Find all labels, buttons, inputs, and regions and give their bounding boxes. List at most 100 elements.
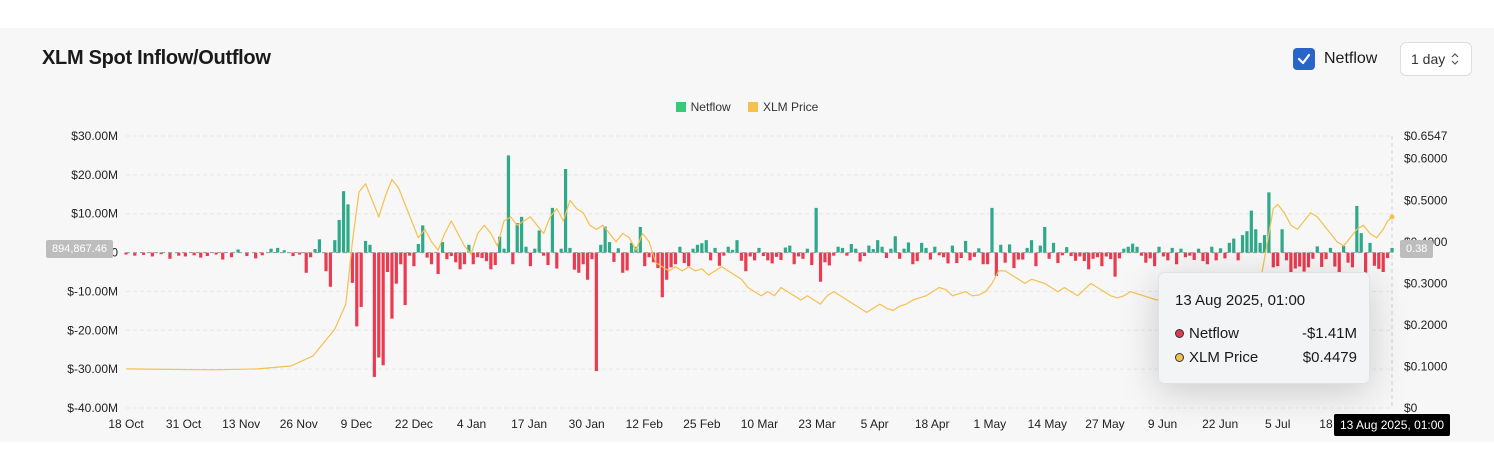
netflow-bar	[546, 252, 550, 266]
netflow-bar	[199, 252, 203, 258]
tooltip-dot-price	[1175, 353, 1184, 362]
x-tick-label: 5 Apr	[861, 417, 889, 431]
netflow-bar	[757, 247, 761, 253]
y-right-tick-label: $0.2000	[1404, 318, 1448, 332]
netflow-bar	[1161, 252, 1166, 257]
legend-item-netflow[interactable]: Netflow	[675, 100, 731, 114]
netflow-bar	[489, 252, 493, 270]
netflow-bar	[766, 252, 770, 261]
netflow-bar	[1232, 238, 1236, 253]
netflow-bar	[788, 245, 792, 253]
netflow-bar	[1258, 242, 1262, 253]
crosshair-right-value: 0.38	[1400, 240, 1434, 258]
netflow-bar	[313, 249, 317, 253]
y-right-tick-label: $0.3000	[1404, 276, 1448, 290]
netflow-bar	[1276, 252, 1280, 267]
netflow-bar	[276, 247, 280, 253]
netflow-bar	[577, 252, 581, 273]
netflow-bar	[920, 242, 924, 253]
legend-label-netflow: Netflow	[690, 100, 731, 114]
netflow-bar	[915, 252, 919, 262]
netflow-bar	[1109, 252, 1113, 260]
interval-select[interactable]: 1 day	[1400, 42, 1472, 76]
netflow-bar	[236, 249, 240, 253]
netflow-bar	[1139, 252, 1144, 256]
netflow-bar	[1386, 252, 1390, 259]
netflow-bar	[1126, 246, 1130, 253]
netflow-bar	[599, 244, 603, 253]
netflow-bar	[133, 252, 137, 256]
netflow-bar	[981, 252, 985, 265]
netflow-bar	[506, 155, 511, 253]
netflow-bar	[1249, 210, 1253, 253]
netflow-bar	[1021, 252, 1025, 260]
netflow-bar	[440, 242, 445, 253]
netflow-bar	[893, 236, 897, 253]
netflow-bar	[1078, 252, 1082, 257]
netflow-bar	[1100, 252, 1104, 267]
netflow-bar	[590, 252, 594, 260]
netflow-bar	[840, 247, 845, 253]
y-left-tick-label: $10.00M	[71, 207, 118, 221]
netflow-bar	[1271, 252, 1275, 268]
netflow-bar	[942, 252, 946, 258]
netflow-bar	[533, 248, 537, 253]
netflow-bar	[150, 252, 154, 257]
netflow-bar	[1034, 252, 1038, 267]
netflow-bar	[722, 252, 726, 256]
netflow-bar	[612, 252, 616, 262]
netflow-bar	[429, 252, 434, 265]
netflow-bar	[1007, 244, 1012, 253]
netflow-bar	[1214, 252, 1218, 261]
netflow-bar	[471, 252, 475, 265]
page-title: XLM Spot Inflow/Outflow	[42, 47, 271, 69]
netflow-bar	[1003, 252, 1007, 263]
netflow-bar	[559, 248, 563, 253]
chart-tooltip: 13 Aug 2025, 01:00 Netflow -$1.41M XLM P…	[1158, 272, 1370, 384]
netflow-bar	[1342, 245, 1346, 253]
netflow-bar	[1364, 252, 1368, 282]
netflow-bar	[1377, 252, 1381, 269]
netflow-bar	[1240, 235, 1245, 253]
netflow-bar	[1210, 246, 1214, 253]
netflow-toggle-label[interactable]: Netflow	[1324, 50, 1378, 67]
netflow-bar	[713, 247, 717, 253]
netflow-bar	[801, 252, 805, 259]
netflow-checkbox[interactable]	[1293, 48, 1315, 70]
x-tick-label: 14 May	[1028, 417, 1067, 431]
netflow-bar	[245, 252, 249, 257]
netflow-bar	[1188, 252, 1192, 256]
netflow-bar	[823, 252, 827, 263]
crosshair-left-value: 894,867.46	[46, 240, 114, 258]
netflow-bar	[416, 244, 420, 253]
netflow-bar	[550, 207, 554, 253]
netflow-bar	[898, 252, 902, 259]
netflow-bar	[328, 252, 333, 287]
netflow-bar	[298, 252, 302, 255]
netflow-bar	[403, 252, 407, 306]
netflow-bar	[607, 242, 612, 253]
netflow-bar	[665, 252, 669, 280]
netflow-bar	[350, 252, 354, 283]
netflow-bar	[1144, 252, 1148, 263]
netflow-bar	[656, 252, 660, 269]
netflow-bar	[381, 252, 385, 366]
legend-swatch-price	[748, 102, 758, 112]
netflow-bar	[1153, 252, 1157, 267]
netflow-bar	[876, 240, 880, 253]
netflow-bar	[709, 252, 713, 261]
netflow-bar	[1267, 192, 1271, 253]
netflow-bar	[341, 191, 346, 253]
netflow-bar	[1175, 252, 1179, 265]
price-hover-marker	[1389, 214, 1395, 220]
netflow-bar	[454, 252, 458, 263]
netflow-bar	[221, 252, 225, 260]
legend-item-price[interactable]: XLM Price	[748, 100, 818, 114]
netflow-bar	[1157, 246, 1161, 253]
netflow-bar	[502, 248, 506, 253]
netflow-bar	[1254, 229, 1258, 253]
netflow-bar	[1262, 235, 1267, 253]
netflow-bar	[1073, 252, 1078, 261]
netflow-bar	[585, 252, 590, 280]
